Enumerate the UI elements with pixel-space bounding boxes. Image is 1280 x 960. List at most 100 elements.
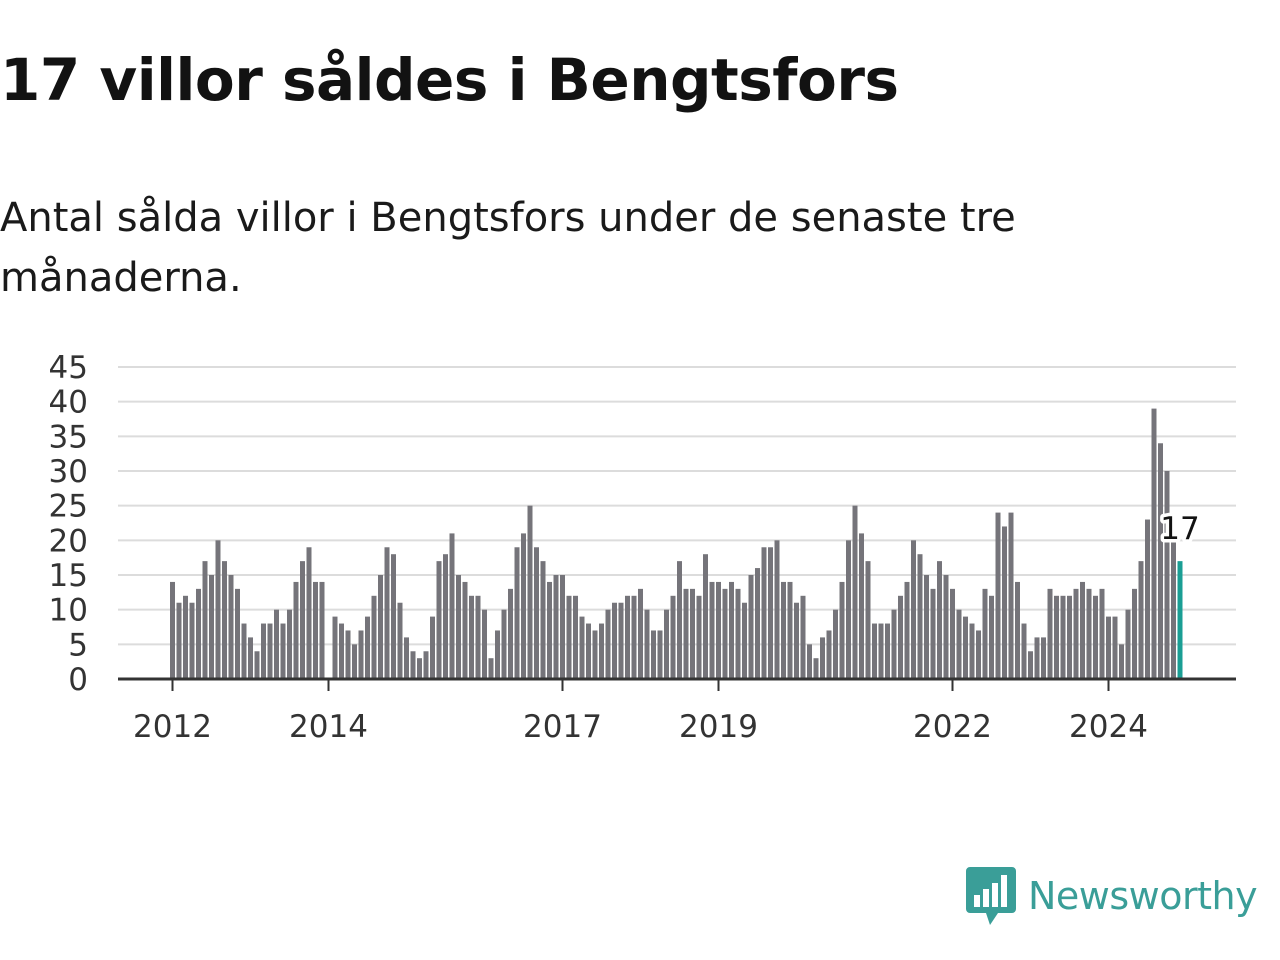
bar xyxy=(644,609,650,679)
bar xyxy=(417,658,422,679)
bar xyxy=(430,616,435,679)
bar xyxy=(261,623,266,679)
bar xyxy=(397,602,403,679)
bar xyxy=(410,651,416,679)
bar xyxy=(813,658,819,679)
bar xyxy=(885,623,890,679)
bar xyxy=(1171,540,1176,679)
bar xyxy=(865,561,871,679)
bar xyxy=(1151,408,1157,679)
bar xyxy=(586,623,591,679)
bar xyxy=(566,595,572,679)
bar xyxy=(1080,581,1085,679)
bar xyxy=(1021,623,1027,679)
bar xyxy=(1112,616,1118,679)
bar xyxy=(625,595,630,679)
y-tick-label: 0 xyxy=(68,662,88,698)
value-labels: 17 xyxy=(1157,508,1203,551)
x-tick-label: 2022 xyxy=(913,709,992,745)
bar xyxy=(703,554,708,679)
bar xyxy=(560,575,565,679)
bar xyxy=(469,595,474,679)
bar xyxy=(170,581,175,679)
bar xyxy=(950,588,955,679)
bar xyxy=(774,540,780,679)
bar xyxy=(605,609,611,679)
bar xyxy=(599,623,604,679)
bar xyxy=(592,630,598,679)
bar xyxy=(462,581,468,679)
bar xyxy=(189,602,195,679)
bar xyxy=(209,575,214,679)
bar xyxy=(423,651,429,679)
bar xyxy=(534,547,539,679)
bar xyxy=(878,623,884,679)
bar xyxy=(612,602,617,679)
bar xyxy=(1158,443,1163,679)
bar xyxy=(1125,609,1131,679)
bar xyxy=(579,616,585,679)
x-tick-label: 2012 xyxy=(133,709,212,745)
bar xyxy=(937,561,942,679)
bar xyxy=(943,575,949,679)
bar xyxy=(1060,595,1066,679)
bar xyxy=(898,595,903,679)
bar xyxy=(722,588,728,679)
bar xyxy=(657,630,663,679)
bar xyxy=(527,505,533,679)
bar xyxy=(989,595,994,679)
y-tick-label: 5 xyxy=(68,627,88,663)
x-tick-label: 2019 xyxy=(679,709,758,745)
bar xyxy=(1086,588,1092,679)
newsworthy-logo[interactable]: Newsworthy xyxy=(964,864,1258,928)
bar xyxy=(794,602,799,679)
bar xyxy=(1119,644,1124,679)
bar xyxy=(670,595,676,679)
bar xyxy=(332,616,338,679)
y-tick-label: 10 xyxy=(49,593,88,629)
bar xyxy=(501,609,507,679)
bar xyxy=(319,581,325,679)
bar xyxy=(709,581,715,679)
bar xyxy=(280,623,286,679)
bar xyxy=(1093,595,1098,679)
bar xyxy=(508,588,513,679)
bar xyxy=(300,561,305,679)
bar xyxy=(404,637,409,679)
bar xyxy=(982,588,988,679)
bar xyxy=(358,630,364,679)
bar xyxy=(846,540,851,679)
bar xyxy=(930,588,936,679)
bar-chart-speech-bubble-icon xyxy=(966,867,1016,925)
bar xyxy=(293,581,299,679)
bar xyxy=(306,547,312,679)
bar xyxy=(176,602,182,679)
bar xyxy=(248,637,253,679)
bar xyxy=(183,595,188,679)
bar xyxy=(202,561,208,679)
bar xyxy=(482,609,487,679)
bar xyxy=(196,588,201,679)
bar xyxy=(573,595,578,679)
bar xyxy=(1145,519,1150,679)
bar xyxy=(839,581,845,679)
bar xyxy=(755,568,760,679)
bar xyxy=(547,581,552,679)
bar xyxy=(683,588,689,679)
y-tick-label: 15 xyxy=(49,558,88,594)
bar xyxy=(1054,595,1059,679)
bar xyxy=(729,581,734,679)
bar xyxy=(222,561,227,679)
y-tick-label: 45 xyxy=(49,350,88,386)
bar xyxy=(638,588,643,679)
bar xyxy=(742,602,747,679)
bar xyxy=(553,575,559,679)
x-tick-label: 2014 xyxy=(289,709,368,745)
bar xyxy=(488,658,494,679)
bar xyxy=(800,595,806,679)
bar xyxy=(1067,595,1072,679)
bar xyxy=(969,623,975,679)
bar xyxy=(1015,581,1020,679)
bar xyxy=(1028,651,1033,679)
bar xyxy=(963,616,968,679)
